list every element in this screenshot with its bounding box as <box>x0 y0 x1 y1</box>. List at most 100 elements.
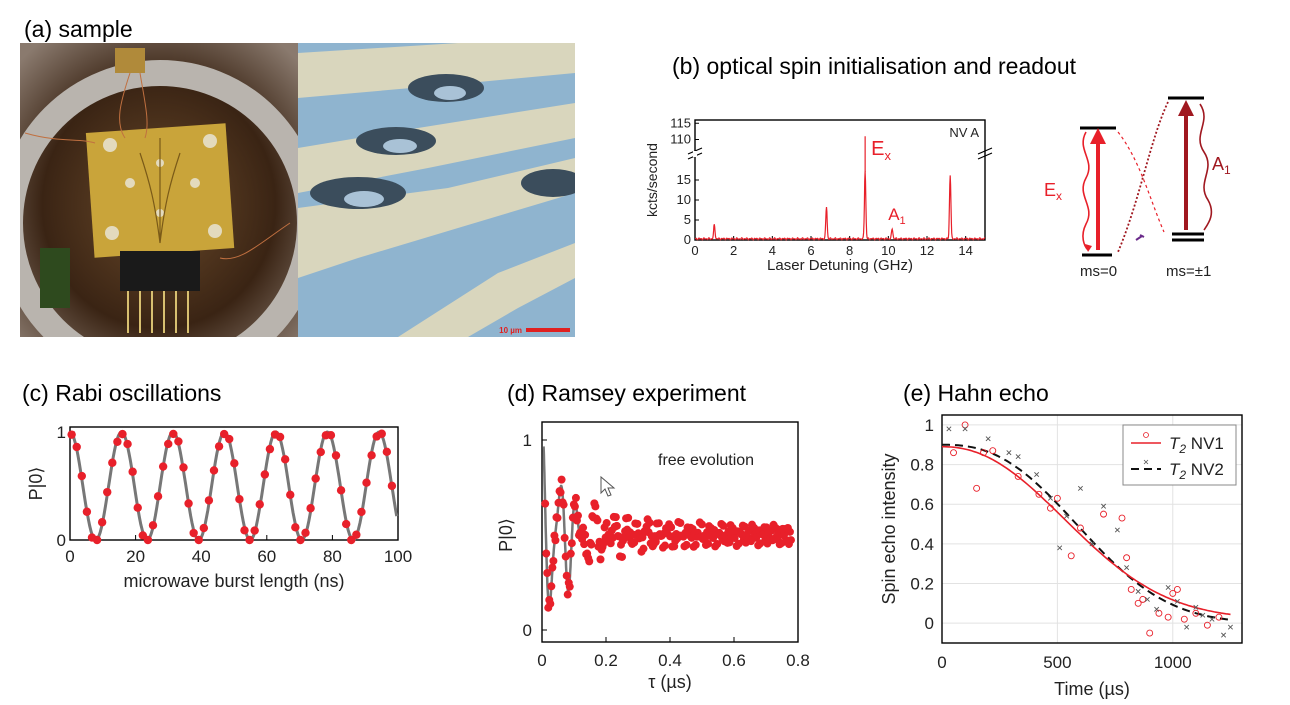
fit-nv1 <box>942 445 1231 616</box>
x-tick-label-0: 0 <box>65 547 74 566</box>
plot-frame <box>694 119 986 241</box>
ramsey-point <box>719 521 728 530</box>
nv2-point <box>1174 598 1180 604</box>
hahn-chart: 0 500 1000 0 0.2 0.4 0.6 0.8 1 T2 NV1 T2 NV2 Time (… <box>879 414 1243 699</box>
x-tick-label-14: 14 <box>958 243 972 258</box>
nv2-point <box>1057 545 1063 551</box>
rabi-point <box>382 447 392 457</box>
y-tick-label-1: 1 <box>925 416 934 435</box>
ramsey-point <box>543 568 552 577</box>
cross-decay-1 <box>1117 131 1165 233</box>
nv1-point <box>1215 613 1223 621</box>
x-tick-label-4: 4 <box>769 243 776 258</box>
ramsey-point <box>591 502 600 511</box>
ramsey-point <box>573 511 582 520</box>
y-tick-label-0.4: 0.4 <box>910 535 934 554</box>
nv-label: NV A <box>949 125 979 140</box>
rabi-point <box>67 430 76 439</box>
nv2-point <box>1034 471 1040 477</box>
device-micrograph: 10 µm <box>298 43 575 337</box>
nv2-point <box>1144 596 1150 602</box>
nv2-point <box>1193 604 1199 610</box>
axis-break-right <box>977 147 993 160</box>
nv2-point <box>962 426 968 432</box>
rabi-point <box>153 492 163 501</box>
nv1-point <box>1173 586 1181 593</box>
y-tick-label-0.8: 0.8 <box>910 456 934 475</box>
nv1-point <box>1100 510 1107 518</box>
nv2-point <box>1064 513 1070 519</box>
ramsey-point <box>541 499 550 508</box>
ramsey-point <box>676 518 685 527</box>
spectrum-line <box>694 171 986 241</box>
y-axis-label: Spin echo intensity <box>879 453 899 604</box>
x-tick-label-60: 60 <box>257 547 276 566</box>
a1-sub: 1 <box>900 215 906 227</box>
nv1-point <box>973 484 981 492</box>
ramsey-point <box>549 556 558 565</box>
rabi-point <box>184 499 193 508</box>
rabi-point <box>209 466 219 475</box>
rabi-point <box>143 535 153 545</box>
ramsey-point <box>785 527 794 536</box>
nv2-point <box>1101 503 1107 509</box>
nv1-point <box>1123 554 1131 562</box>
ramsey-point <box>559 500 568 509</box>
ramsey-point <box>542 549 551 558</box>
ramsey-point <box>571 493 580 502</box>
rabi-point <box>82 507 92 516</box>
ramsey-point <box>682 540 691 549</box>
nv2-point <box>1089 541 1095 547</box>
ex-sub: x <box>884 148 891 163</box>
rabi-point <box>362 478 371 487</box>
ramsey-point <box>651 537 660 546</box>
x-tick-label-80: 80 <box>323 547 342 566</box>
y-tick-label-1: 1 <box>57 423 66 442</box>
rabi-point <box>118 429 127 439</box>
ramsey-point <box>645 518 654 527</box>
ramsey-point <box>697 520 706 529</box>
rabi-point <box>352 530 361 539</box>
x-tick-label-0.4: 0.4 <box>658 651 682 670</box>
panel-c-label: (c) Rabi oscillations <box>22 380 222 406</box>
nv1-point <box>1164 613 1172 621</box>
y-tick-label-5: 5 <box>684 212 691 227</box>
x-tick-label-0: 0 <box>937 653 946 672</box>
rabi-point <box>123 439 132 449</box>
ms1-label: ms=±1 <box>1166 263 1211 280</box>
spectrum-chart: 0 2 4 6 8 10 12 14 0 5 10 15 110 115 NV A Ex A1 Laser Det… <box>644 115 993 274</box>
legend-nv2-sub: 2 <box>1178 468 1186 482</box>
nv1-point <box>1014 473 1022 480</box>
ramsey-point <box>585 557 594 566</box>
nv1-point <box>1134 599 1142 607</box>
x-tick-label-0.8: 0.8 <box>786 651 810 670</box>
ramsey-fit <box>542 446 582 609</box>
ramsey-point <box>548 563 557 572</box>
y-axis-label: P|0⟩ <box>26 467 46 501</box>
legend-box <box>1122 424 1237 486</box>
free-evolution-label: free evolution <box>658 452 754 469</box>
ex-label: Ex <box>1044 180 1062 203</box>
rabi-point <box>214 442 224 451</box>
nv1-point <box>1203 621 1211 629</box>
y-axis-label: kcts/second <box>644 143 660 217</box>
rabi-point <box>336 486 346 495</box>
rabi-point <box>148 521 158 530</box>
nv1-point <box>1139 595 1147 603</box>
nv1-point <box>961 421 969 429</box>
rabi-point <box>260 470 270 479</box>
ramsey-point <box>581 530 590 539</box>
y-tick-label-0: 0 <box>523 621 532 640</box>
rabi-point <box>296 535 305 545</box>
x-axis-label: microwave burst length (ns) <box>123 571 344 591</box>
x-tick-label-0: 0 <box>537 651 546 670</box>
nv2-point <box>1209 616 1215 622</box>
ramsey-point <box>593 516 602 525</box>
rabi-point <box>316 447 325 457</box>
rabi-point <box>179 463 188 472</box>
rabi-point <box>357 507 366 517</box>
rabi-point <box>225 434 234 444</box>
rabi-point <box>235 494 244 504</box>
rabi-point <box>286 490 295 499</box>
ramsey-point <box>618 552 626 561</box>
